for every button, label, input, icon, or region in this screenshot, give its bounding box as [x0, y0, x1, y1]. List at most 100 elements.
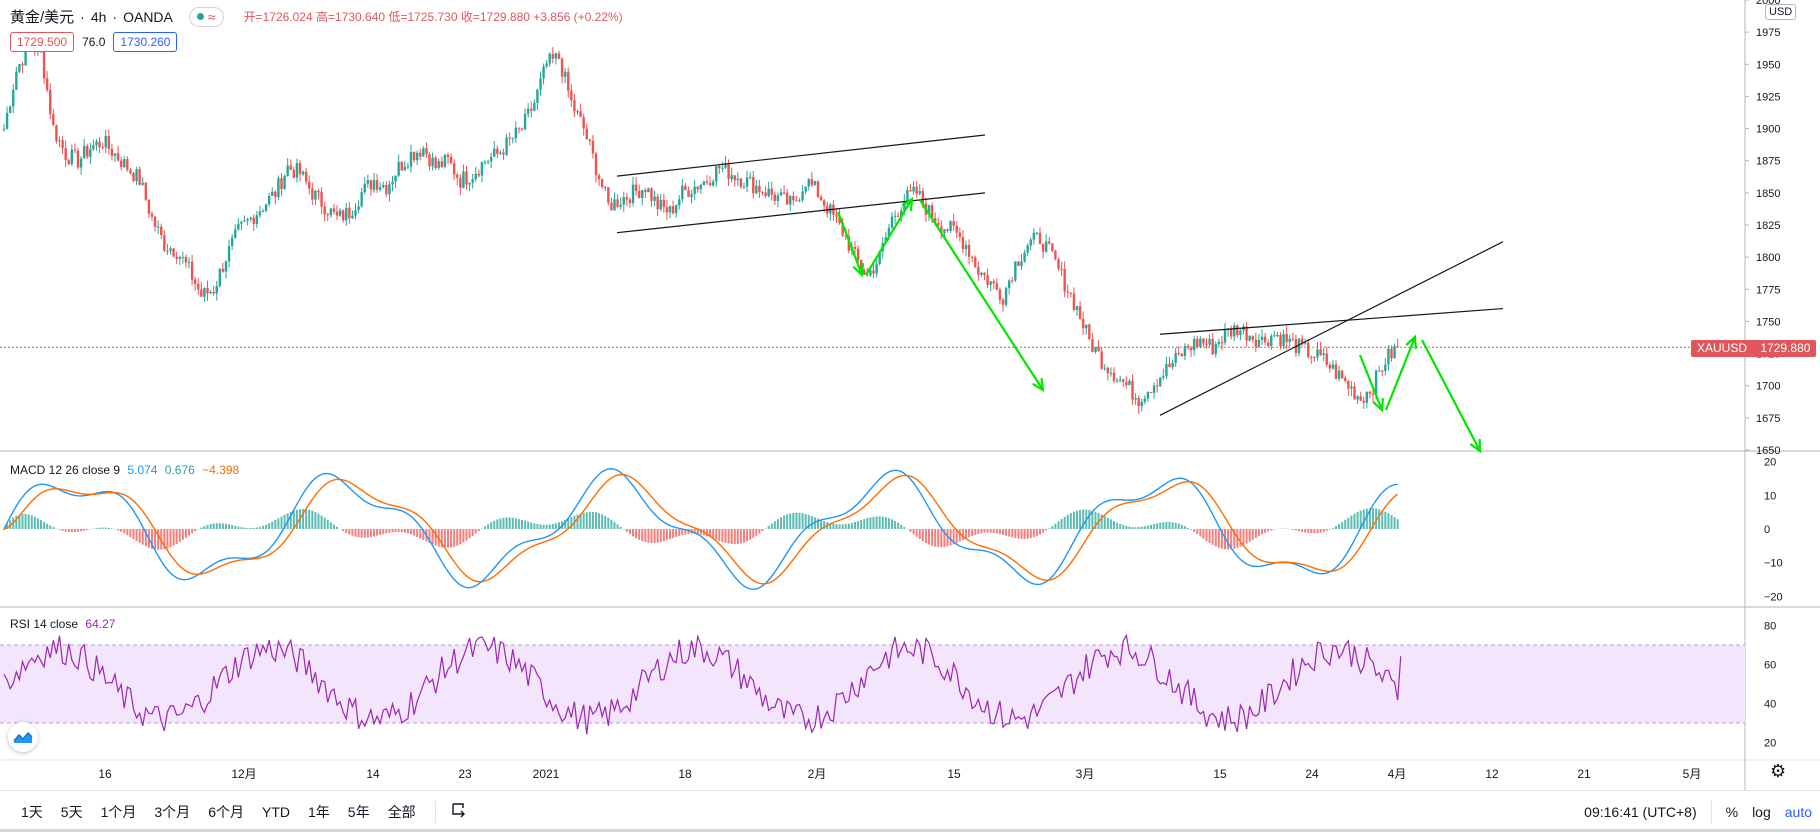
chart-area[interactable]: 2000197519501925190018751850182518001775…	[0, 0, 1820, 790]
chart-canvas[interactable]: 2000197519501925190018751850182518001775…	[0, 0, 1820, 790]
macd-histogram-bar	[265, 525, 267, 529]
auto-scale-button[interactable]: auto	[1785, 804, 1812, 820]
candle-body	[570, 91, 572, 100]
candle-body	[367, 180, 369, 183]
macd-histogram-bar	[614, 522, 616, 529]
candle-body	[672, 206, 674, 213]
macd-histogram-bar	[139, 529, 141, 543]
price-tick-label: 1825	[1756, 220, 1780, 232]
macd-histogram-bar	[459, 529, 461, 544]
time-tick-label: 12	[1485, 767, 1499, 781]
candle-body	[182, 257, 184, 258]
macd-histogram-bar	[876, 516, 878, 529]
macd-histogram-bar	[250, 528, 252, 529]
candle-body	[808, 179, 810, 186]
percent-scale-button[interactable]: %	[1726, 804, 1738, 820]
candle-body	[212, 292, 214, 294]
range-1y-button[interactable]: 1年	[305, 798, 333, 826]
candle-body	[663, 200, 665, 207]
range-3m-button[interactable]: 3个月	[151, 798, 193, 826]
time-tick-label: 2月	[808, 767, 827, 781]
candle-body	[1218, 342, 1220, 344]
candle-body	[52, 114, 54, 125]
candle-body	[549, 54, 551, 64]
macd-histogram-bar	[894, 521, 896, 529]
candle-body	[484, 162, 486, 163]
gear-icon[interactable]: ⚙	[1770, 761, 1786, 782]
macd-histogram-bar	[1261, 529, 1263, 534]
macd-histogram-bar	[1335, 526, 1337, 529]
candle-body	[823, 200, 825, 205]
time-tick-label: 16	[98, 767, 112, 781]
macd-hist-value: −4.398	[202, 463, 239, 477]
candle-body	[1233, 325, 1235, 336]
candle-body	[200, 289, 202, 296]
candle-body	[502, 152, 504, 154]
buy-price-button[interactable]: 1730.260	[113, 32, 177, 52]
macd-histogram-bar	[789, 513, 791, 529]
candle-body	[290, 166, 292, 170]
range-5d-button[interactable]: 5天	[58, 798, 86, 826]
macd-histogram-bar	[456, 529, 458, 546]
macd-histogram-bar	[259, 527, 261, 529]
candle-body	[1215, 344, 1217, 354]
macd-histogram-bar	[740, 529, 742, 543]
range-1d-button[interactable]: 1天	[18, 798, 46, 826]
macd-legend[interactable]: MACD 12 26 close 9 5.074 0.676 −4.398	[10, 463, 239, 477]
market-status-badge[interactable]: ≈	[189, 7, 224, 27]
compare-icon[interactable]	[446, 800, 472, 825]
candle-body	[253, 218, 255, 224]
symbol-name[interactable]: 黄金/美元	[10, 6, 74, 27]
range-6m-button[interactable]: 6个月	[205, 798, 247, 826]
macd-histogram-bar	[1190, 529, 1192, 530]
range-5y-button[interactable]: 5年	[345, 798, 373, 826]
macd-histogram-bar	[379, 529, 381, 535]
candle-body	[465, 172, 467, 185]
candle-body	[259, 211, 261, 215]
macd-histogram-bar	[96, 528, 98, 529]
macd-histogram-bar	[974, 529, 976, 535]
candle-body	[1255, 340, 1257, 347]
range-ytd-button[interactable]: YTD	[259, 800, 293, 824]
macd-histogram-bar	[1138, 527, 1140, 529]
macd-histogram-bar	[536, 524, 538, 529]
candle-body	[539, 78, 541, 89]
candle-body	[758, 186, 760, 192]
tradingview-logo-icon[interactable]	[8, 722, 38, 752]
currency-label[interactable]: USD	[1765, 4, 1796, 20]
macd-histogram-bar	[950, 529, 952, 545]
log-scale-button[interactable]: log	[1752, 804, 1771, 820]
annotation-arrow	[1422, 340, 1480, 451]
candle-body	[1023, 253, 1025, 262]
candle-body	[999, 289, 1001, 299]
time-tick-label: 5月	[1683, 767, 1702, 781]
macd-histogram-bar	[173, 529, 175, 546]
macd-histogram-bar	[136, 529, 138, 541]
interval-label[interactable]: 4h	[91, 9, 107, 25]
macd-histogram-bar	[469, 529, 471, 538]
interval-sep: ·	[80, 9, 85, 25]
macd-histogram-bar	[308, 510, 310, 529]
candle-body	[909, 190, 911, 191]
range-all-button[interactable]: 全部	[385, 798, 419, 826]
candle-body	[626, 197, 628, 199]
candle-body	[872, 270, 874, 273]
macd-histogram-bar	[376, 529, 378, 536]
clock-time[interactable]: 09:16:41 (UTC+8)	[1584, 804, 1696, 820]
macd-value: 5.074	[127, 463, 157, 477]
candle-body	[163, 235, 165, 251]
candle-body	[197, 284, 199, 289]
rsi-legend[interactable]: RSI 14 close 64.27	[10, 617, 115, 631]
candle-body	[792, 196, 794, 200]
macd-histogram-bar	[518, 519, 520, 529]
range-1m-button[interactable]: 1个月	[98, 798, 140, 826]
candle-body	[521, 129, 523, 130]
candle-body	[610, 203, 612, 210]
sell-price-button[interactable]: 1729.500	[10, 32, 74, 52]
macd-histogram-bar	[385, 529, 387, 533]
macd-histogram-bar	[678, 529, 680, 536]
macd-histogram-bar	[327, 520, 329, 529]
candle-body	[980, 273, 982, 275]
macd-histogram-bar	[882, 517, 884, 529]
macd-histogram-bar	[271, 522, 273, 529]
